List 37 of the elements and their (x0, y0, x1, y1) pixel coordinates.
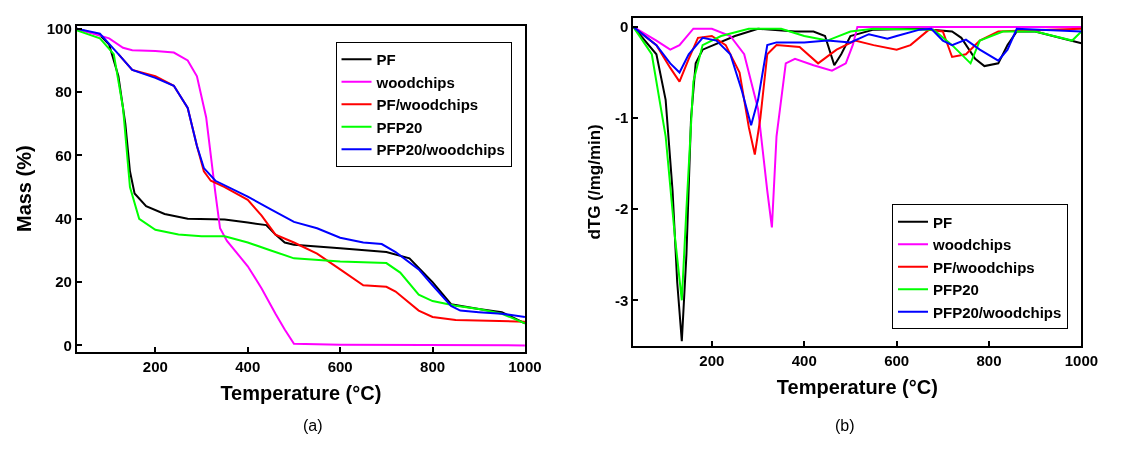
x-tick-label: 1000 (1064, 351, 1099, 369)
y-tick-label: -1 (614, 109, 629, 127)
x-axis-title: Temperature (°C) (220, 381, 382, 404)
legend-label: woodchips (375, 73, 455, 91)
legend-label: PF (376, 51, 396, 69)
legend-label: PF/woodchips (932, 258, 1035, 276)
legend-label: PF/woodchips (376, 96, 479, 114)
x-tick-label: 1000 (508, 357, 542, 375)
y-tick-label: 60 (55, 146, 72, 164)
line-series (633, 25, 1082, 127)
legend-label: PFP20/woodchips (932, 303, 1062, 321)
x-tick-label: 600 (884, 351, 910, 369)
y-tick-label: -3 (614, 291, 629, 309)
y-axis-title: Mass (%) (12, 145, 35, 233)
legend-label: PFP20 (376, 118, 423, 136)
x-tick-label: 600 (327, 357, 353, 375)
legend-label: PFP20 (932, 281, 979, 299)
y-tick-label: 80 (55, 83, 72, 101)
legend-label: woodchips (931, 236, 1012, 254)
x-tick-label: 200 (699, 351, 725, 369)
x-axis-title: Temperature (°C) (776, 375, 938, 398)
y-tick-label: 40 (55, 210, 72, 228)
y-axis-title: dTG (/mg/min) (585, 124, 605, 240)
text: (b) (835, 417, 855, 434)
x-tick-label: 400 (235, 357, 261, 375)
x-tick-label: 800 (976, 351, 1002, 369)
y-tick-label: 0 (619, 18, 629, 36)
y-tick-label: 20 (55, 273, 72, 291)
y-tick-label: 0 (63, 336, 72, 354)
legend-label: PFP20/woodchips (376, 141, 505, 159)
x-tick-label: 400 (791, 351, 817, 369)
x-tick-label: 800 (420, 357, 446, 375)
x-tick-label: 200 (142, 357, 168, 375)
y-tick-label: 100 (46, 20, 72, 38)
y-tick-label: -2 (614, 200, 629, 218)
legend-label: PF (932, 213, 953, 231)
text: (a) (303, 417, 323, 434)
